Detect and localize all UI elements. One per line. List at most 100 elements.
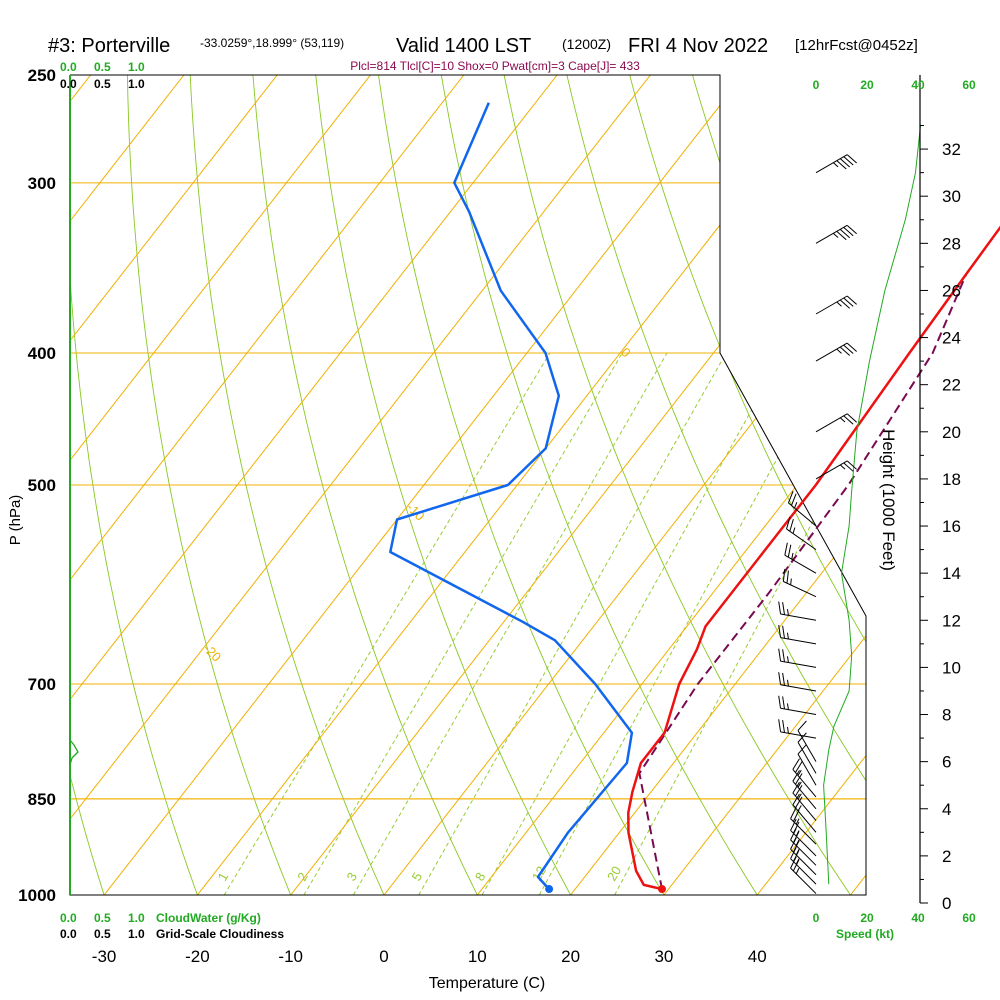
height-tick-label: 18 [942,470,961,489]
dry-adiabat-line [817,75,866,895]
wind-barb [792,793,817,833]
dry-adiabat-line [503,75,851,895]
speed-top-20: 20 [860,78,874,92]
wind-speed-profile [823,125,921,885]
mixing-ratio-line [481,352,784,895]
cloudiness-title: Grid-Scale Cloudiness [156,927,284,941]
dry-adiabat-line [378,75,665,895]
temperature-axis: -30 -20 -10 0 10 20 30 40 [92,947,767,966]
temperature-tick-label: -30 [92,947,117,966]
speed-bot-0: 0 [813,911,820,925]
isotherm-line [70,75,185,895]
height-tick-label: 12 [942,611,961,630]
wind-barb [784,542,817,574]
height-tick-label: 4 [942,800,951,819]
wind-barb [786,516,817,551]
station-title: #3: Porterville [48,35,170,57]
wind-barb [797,720,817,762]
mixing-ratio-label: 1 [215,870,232,884]
isotherm-label: -30 [1,776,25,800]
mixing-ratio-line [614,352,866,895]
forecast-run: [12hrFcst@0452z] [795,37,918,54]
mixing-ratio-label: 8 [472,870,489,884]
height-tick-label: 6 [942,753,951,772]
pressure-tick-label: 850 [28,790,56,809]
mixing-ratio-line [352,352,668,895]
pressure-tick-label: 400 [28,344,56,363]
wind-barb [778,601,817,621]
pressure-axis: 250 300 400 500 700 850 1000 [18,66,56,905]
cloudwater-trace [69,739,79,766]
wind-barb [815,154,857,174]
wind-barb [815,224,857,244]
mixing-ratio-label: 3 [343,870,360,884]
temperature-tick-label: -20 [185,947,210,966]
parcel-trace [638,273,968,890]
wind-barb [792,758,817,798]
isotherm-label: -20 [200,641,224,665]
mixing-ratio-line [418,352,727,895]
isotherm-line [663,75,866,895]
wind-barb [815,460,857,480]
x-axis-title: Temperature (C) [429,975,545,992]
cw-bot-1: 1.0 [128,911,145,925]
stability-indices: Plcl=814 Tlcl[C]=10 Shox=0 Pwat[cm]=3 Ca… [350,59,640,73]
wind-barb [797,732,817,774]
sounding-profiles [389,102,1000,894]
cl-top-0: 0.0 [60,77,77,91]
speed-scale: 0 20 40 60 0 20 40 60 Speed (kt) [813,78,976,941]
surface-temperature-marker [658,885,667,894]
temperature-tick-label: 20 [561,947,580,966]
height-tick-label: 2 [942,847,951,866]
height-tick-label: 0 [942,894,951,913]
wind-barb [815,413,857,433]
cl-top-05: 0.5 [94,77,111,91]
temperature-tick-label: -10 [278,947,303,966]
station-coords: -33.0259°,18.999° (53,119) [200,36,344,50]
dry-adiabat-line [566,75,866,895]
speed-bot-60: 60 [962,911,976,925]
wind-barb [778,648,817,668]
height-tick-label: 16 [942,517,961,536]
isotherm-label: 0 [618,345,634,361]
cw-top-0: 0.0 [60,60,77,74]
isotherm-line [756,75,866,895]
dry-adiabat-line [70,75,198,895]
pressure-tick-label: 250 [28,66,56,85]
cw-top-05: 0.5 [94,60,111,74]
temperature-tick-label: 0 [379,947,388,966]
height-tick-label: 32 [942,140,961,159]
mixing-ratio-label: 20 [604,863,624,883]
cl-bot-05: 0.5 [94,927,111,941]
surface-dewpoint-marker [545,885,554,894]
top-cloudwater-scale: 0.0 0.5 1.0 0.0 0.5 1.0 [60,60,145,91]
speed-bot-20: 20 [860,911,874,925]
valid-time: Valid 1400 LST [396,35,531,57]
dry-adiabat-line [315,75,571,895]
isotherm-label: 30 [908,567,935,594]
wind-barb [778,719,817,739]
dry-adiabat-line [189,75,385,895]
height-tick-label: 8 [942,706,951,725]
wind-barb [787,490,817,527]
speed-top-40: 40 [911,78,925,92]
wind-barb [790,807,817,845]
wind-barb [815,342,857,362]
dewpoint-trace [389,102,634,890]
isotherm-line [570,75,866,895]
cw-top-1: 1.0 [128,60,145,74]
height-tick-label: 14 [942,564,961,583]
speed-top-60: 60 [962,78,976,92]
pressure-tick-label: 500 [28,476,56,495]
mixing-ratio-line [223,352,551,895]
cl-bot-1: 1.0 [128,927,145,941]
cw-bot-0: 0.0 [60,911,77,925]
mixing-ratio-label: 5 [409,870,426,884]
height-tick-label: 28 [942,234,961,253]
cloudwater-title: CloudWater (g/Kg) [156,911,261,925]
temperature-tick-label: 30 [654,947,673,966]
dry-adiabat-line [629,75,866,895]
